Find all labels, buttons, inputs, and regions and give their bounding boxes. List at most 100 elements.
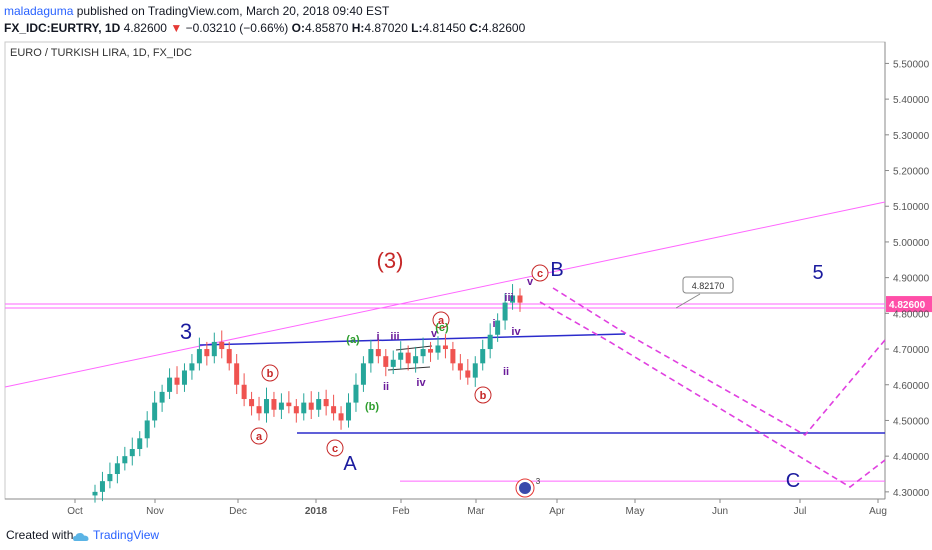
x-tick-label: Dec [229,506,247,517]
candle-body [137,438,143,450]
event-marker-count: 3 [536,477,541,486]
candle-body [167,377,173,392]
wave-label-ii-left: ii [383,381,389,393]
candle-body [420,349,426,357]
wave-label-v-right: v [527,276,534,288]
y-tick-label: 4.50000 [893,416,930,427]
chart-area[interactable]: EURO / TURKISH LIRA, 1D, FX_IDC 5.50000 5… [0,40,932,520]
x-tick-label: Oct [67,506,83,517]
y-tick-label: 4.30000 [893,488,930,499]
candle-body [107,474,113,482]
chart-title: EURO / TURKISH LIRA, 1D, FX_IDC [10,47,192,59]
wave-label-5: 5 [812,262,823,284]
candle-body [472,363,478,378]
wave-label-iii-left: iii [390,331,399,343]
candle-body [442,345,448,350]
candle-body [435,345,441,353]
wave-label-B: B [550,259,563,281]
candle-body [368,349,374,364]
candle-body [383,356,389,367]
wave-label-b-mid: b [480,390,487,402]
wave-label-a-left: a [256,431,263,443]
price-change: −0.03210 (−0.66%) [185,21,289,35]
y-tick-label: 5.20000 [893,167,930,178]
y-tick-label: 5.50000 [893,59,930,70]
triangle-top-line [395,345,433,351]
current-price-tag [886,296,932,313]
candle-body [301,402,307,414]
candle-body [129,449,135,457]
low-label: L: [411,21,423,35]
candle-body [152,402,158,421]
open-label: O: [291,21,305,35]
candle-body [293,406,299,414]
candle-body [338,413,344,421]
current-price-label: 4.82600 [889,300,926,311]
wave-label-b-left: b [267,368,274,380]
symbol-info-line: FX_IDC:EURTRY, 1D 4.82600 ▼ −0.03210 (−0… [4,19,525,37]
y-tick-label: 4.80000 [893,309,930,320]
high-value: 4.87020 [364,21,408,35]
candle-body [241,384,247,400]
x-axis: Oct Nov Dec 2018 Feb Mar Apr May Jun Jul Aug [67,499,887,517]
candle-body [114,463,120,475]
candle-body [122,456,128,464]
candle-body [428,349,434,353]
candle-body [316,399,322,410]
wave-label-i-right: i [492,318,495,330]
candle-body [159,391,165,403]
candle-body [502,302,508,321]
candle-body [219,341,225,350]
y-tick-label: 5.00000 [893,238,930,249]
wave-label-c-left: c [332,443,338,455]
candle-body [331,406,337,414]
candle-body [405,352,411,364]
projection-path-1 [552,287,886,437]
wave-label-iv-right: iv [511,326,521,338]
candle-body [196,349,202,364]
wave-label-A: A [343,453,357,475]
wave-label-a-mid: a [438,315,445,327]
candle-body [323,399,329,407]
wave-label-b-left-circle [261,364,279,382]
x-tick-label: Feb [392,506,410,517]
candle-body [189,363,195,371]
last-price: 4.82600 [123,21,167,35]
high-label: H: [351,21,365,35]
created-with-text: Created with [6,528,74,542]
candle-body [457,363,463,371]
wave-label-b-mid-circle [474,386,492,404]
tradingview-brand-link[interactable]: TradingView [93,528,160,542]
candle-body [398,352,404,360]
upper-blue-trendline [199,333,626,346]
candle-body [360,363,366,385]
chart-svg[interactable]: EURO / TURKISH LIRA, 1D, FX_IDC 5.500005… [0,40,932,520]
symbol-label: FX_IDC:EURTRY, 1D [4,21,121,35]
x-tick-label: Nov [146,506,164,517]
candle-body [263,399,269,414]
publication-header: maladaguma published on TradingView.com,… [4,2,389,20]
author-link[interactable]: maladaguma [4,4,74,18]
footer: Created with TradingView [0,522,932,550]
event-marker-icon [519,482,531,494]
candle-body [92,491,98,496]
wave-labels: (3)35ABCbacabc(a)(b)(c)iiiiiiivviiiiiiiv… [180,248,824,498]
x-tick-label: Mar [467,506,485,517]
candle-body [450,349,456,364]
wave-label-c-left-circle [326,439,344,457]
callout-pointer [675,293,701,309]
wave-label-(b): (b) [365,401,379,413]
x-tick-label: Aug [869,506,887,517]
x-tick-label: Apr [549,506,565,517]
publish-info: published on TradingView.com, March 20, … [76,4,390,18]
y-axis: 5.50000 5.40000 5.30000 5.20000 5.10000 5.000… [885,59,932,499]
candle-body [144,420,150,439]
down-arrow-icon: ▼ [170,21,183,35]
candle-body [517,295,523,303]
candle-body [375,349,381,357]
wave-label-i-left: i [376,331,379,343]
drawing-overlays: 4.82170 [4,201,886,488]
wave-label-C: C [786,470,800,492]
plot-frame [4,41,886,500]
wave-label-3: 3 [180,319,192,344]
